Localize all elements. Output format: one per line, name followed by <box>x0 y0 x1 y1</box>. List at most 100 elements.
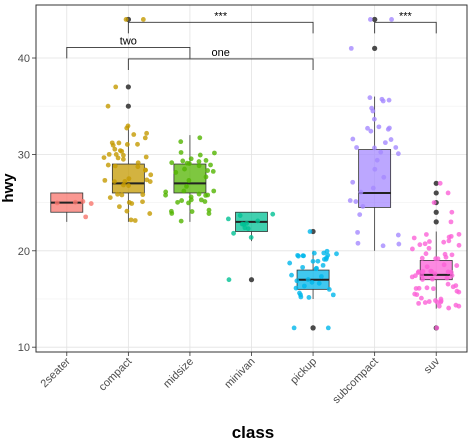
jitter-point <box>116 140 122 146</box>
bracket-line <box>127 21 314 34</box>
comparison-bracket: one <box>127 47 314 70</box>
jitter-point <box>106 151 112 157</box>
jitter-point <box>311 250 317 256</box>
jitter-point <box>120 156 126 162</box>
jitter-point <box>370 185 376 191</box>
jitter-point <box>293 285 299 291</box>
jitter-point <box>301 283 307 289</box>
jitter-point <box>212 150 217 156</box>
jitter-point <box>197 152 203 158</box>
jitter-point <box>320 262 326 268</box>
outlier-point <box>433 190 439 196</box>
jitter-point <box>307 229 313 234</box>
jitter-point <box>423 232 429 237</box>
jitter-point <box>208 162 213 168</box>
jitter-point <box>119 148 125 154</box>
jitter-point <box>456 242 462 248</box>
bracket-line <box>374 21 437 34</box>
jitter-point <box>142 135 148 141</box>
jitter-point <box>72 199 78 205</box>
jitter-point <box>441 239 447 245</box>
jitter-point <box>353 199 359 204</box>
jitter-point <box>443 254 449 260</box>
outlier-point <box>125 103 131 109</box>
jitter-point <box>205 168 211 173</box>
outlier-point <box>433 180 439 186</box>
jitter-point <box>456 231 462 237</box>
jitter-point <box>372 166 378 172</box>
jitter-point <box>255 218 261 224</box>
jitter-point <box>315 258 321 264</box>
outlier-point <box>372 45 378 51</box>
jitter-point <box>295 252 301 258</box>
jitter-point <box>445 190 451 196</box>
y-axis-ticks: 10 20 30 40 <box>18 53 36 354</box>
jitter-point <box>424 264 430 270</box>
jitter-point <box>206 207 212 213</box>
outlier-point <box>248 277 255 283</box>
jitter-point <box>112 163 118 169</box>
jitter-point <box>358 189 364 195</box>
jitter-point <box>148 172 154 178</box>
jitter-point <box>131 132 137 137</box>
jitter-point <box>449 252 455 258</box>
jitter-point <box>379 96 385 102</box>
y-tick-label: 20 <box>18 246 30 258</box>
jitter-point <box>305 277 311 282</box>
jitter-point <box>350 179 356 185</box>
jitter-point <box>245 226 251 232</box>
jitter-point <box>179 198 185 203</box>
jitter-point <box>309 279 315 285</box>
jitter-point <box>168 208 174 214</box>
jitter-point <box>434 325 440 331</box>
jitter-point <box>115 191 120 197</box>
jitter-point <box>129 201 135 206</box>
outlier-point <box>372 16 378 23</box>
jitter-point <box>300 264 306 270</box>
jitter-point <box>456 289 462 295</box>
jitter-point <box>412 273 418 279</box>
jitter-point <box>119 192 125 198</box>
jitter-point <box>112 179 117 185</box>
jitter-point <box>186 178 192 183</box>
jitter-point <box>109 140 115 146</box>
jitter-point <box>431 286 436 292</box>
jitter-point <box>128 217 134 223</box>
jitter-point <box>418 295 424 301</box>
jitter-point <box>181 188 187 194</box>
jitter-point <box>420 277 425 282</box>
jitter-point <box>449 209 455 215</box>
jitter-point <box>326 287 332 292</box>
jitter-point <box>196 163 202 169</box>
jitter-point <box>424 285 430 291</box>
jitter-point <box>422 300 428 305</box>
jitter-point <box>432 271 438 277</box>
jitter-point <box>438 298 444 304</box>
jitter-point <box>436 303 442 309</box>
outlier-point <box>433 209 439 215</box>
jitter-point <box>306 295 312 300</box>
jitter-point <box>101 155 107 160</box>
jitter-point <box>188 194 194 200</box>
jitter-point <box>412 291 418 297</box>
jitter-point <box>147 179 153 184</box>
jitter-point <box>314 265 319 271</box>
jitter-point <box>107 195 113 200</box>
jitter-point <box>182 166 187 172</box>
jitter-point <box>446 305 452 311</box>
bracket-label: *** <box>214 10 228 22</box>
comparison-bracket: *** <box>127 10 314 34</box>
jitter-point <box>140 192 146 198</box>
jitter-point <box>178 218 184 224</box>
jitter-point <box>88 201 94 206</box>
jitter-point <box>416 300 422 306</box>
jitter-point <box>310 258 316 264</box>
jitter-point <box>372 145 377 151</box>
jitter-point <box>140 17 146 22</box>
jitter-point <box>413 286 419 291</box>
jitter-point <box>411 235 417 241</box>
jitter-point <box>231 230 236 236</box>
jitter-point <box>368 128 374 134</box>
y-axis-title: hwy <box>0 173 17 203</box>
jitter-point <box>124 142 130 147</box>
